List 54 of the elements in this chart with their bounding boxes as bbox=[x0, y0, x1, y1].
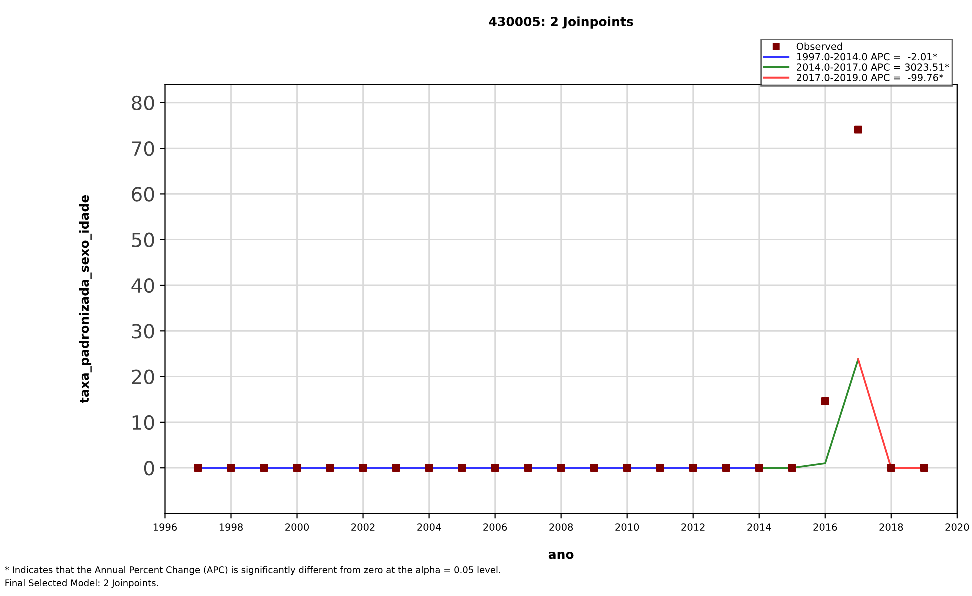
x-tick-label: 2020 bbox=[946, 524, 970, 531]
y-tick-label: 40 bbox=[132, 278, 154, 294]
point bbox=[326, 464, 334, 472]
y-tick-label: 50 bbox=[132, 232, 154, 248]
point bbox=[755, 464, 764, 472]
x-tick-label: 2006 bbox=[484, 524, 508, 531]
legend-label: 2017.0-2019.0 APC = -99.76* bbox=[797, 74, 944, 82]
point bbox=[491, 464, 500, 472]
point bbox=[623, 464, 632, 472]
text: Final Selected Model: 2 Joinpoints. bbox=[6, 580, 158, 588]
point bbox=[293, 464, 302, 472]
point bbox=[788, 464, 796, 472]
y-tick-label: 20 bbox=[132, 370, 154, 384]
y-tick-label: 80 bbox=[132, 96, 154, 111]
point bbox=[524, 464, 532, 472]
legend-label: Observed bbox=[796, 42, 842, 50]
point bbox=[887, 464, 896, 472]
point bbox=[194, 464, 202, 472]
x-tick-label: 1998 bbox=[220, 524, 243, 531]
x-tick-label: 2010 bbox=[616, 524, 640, 531]
point bbox=[260, 464, 268, 472]
point bbox=[359, 464, 368, 472]
point bbox=[458, 464, 466, 472]
y-tick-label: 60 bbox=[132, 187, 154, 202]
y-tick-label: 0 bbox=[144, 461, 154, 476]
x-tick-label: 2000 bbox=[286, 524, 309, 531]
y-axis-title: taxa_padronizada_sexo_idade bbox=[79, 195, 92, 404]
point bbox=[392, 464, 400, 472]
point bbox=[227, 464, 236, 472]
point bbox=[854, 126, 862, 134]
x-tick-label: 2012 bbox=[682, 524, 705, 531]
chart-title: 430005: 2 Joinpoints bbox=[489, 16, 634, 29]
point bbox=[821, 398, 830, 406]
x-axis-title: ano bbox=[548, 552, 574, 560]
point bbox=[656, 464, 664, 472]
point bbox=[722, 464, 730, 472]
x-tick-label: 2018 bbox=[880, 524, 904, 531]
x-tick-label: 2004 bbox=[418, 524, 442, 531]
x-tick-label: 2008 bbox=[550, 524, 574, 531]
point bbox=[920, 464, 928, 472]
point bbox=[425, 464, 434, 472]
point bbox=[689, 464, 698, 472]
x-tick-label: 2016 bbox=[814, 524, 838, 531]
point bbox=[557, 464, 566, 472]
legend-label: 1997.0-2014.0 APC = -2.01* bbox=[797, 53, 938, 61]
legend-label: 2014.0-2017.0 APC = 3023.51* bbox=[797, 64, 950, 72]
x-tick-label: 2014 bbox=[748, 524, 772, 531]
y-tick-label: 10 bbox=[132, 415, 154, 430]
x-tick-label: 2002 bbox=[352, 524, 375, 531]
text: * Indicates that the Annual Percent Change (APC) is significantly different from zero at the alpha = 0.05 level. bbox=[5, 566, 500, 576]
y-tick-label: 70 bbox=[132, 142, 154, 156]
x-tick-label: 1996 bbox=[154, 524, 177, 531]
y-tick-label: 30 bbox=[132, 324, 154, 339]
point bbox=[590, 464, 598, 472]
